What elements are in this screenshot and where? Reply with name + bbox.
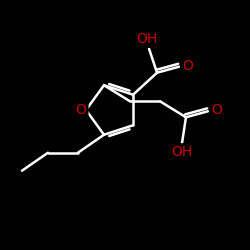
Text: OH: OH: [171, 145, 192, 159]
Text: O: O: [182, 59, 194, 73]
Text: OH: OH: [136, 32, 158, 46]
Text: O: O: [76, 103, 86, 117]
Text: O: O: [212, 103, 222, 117]
